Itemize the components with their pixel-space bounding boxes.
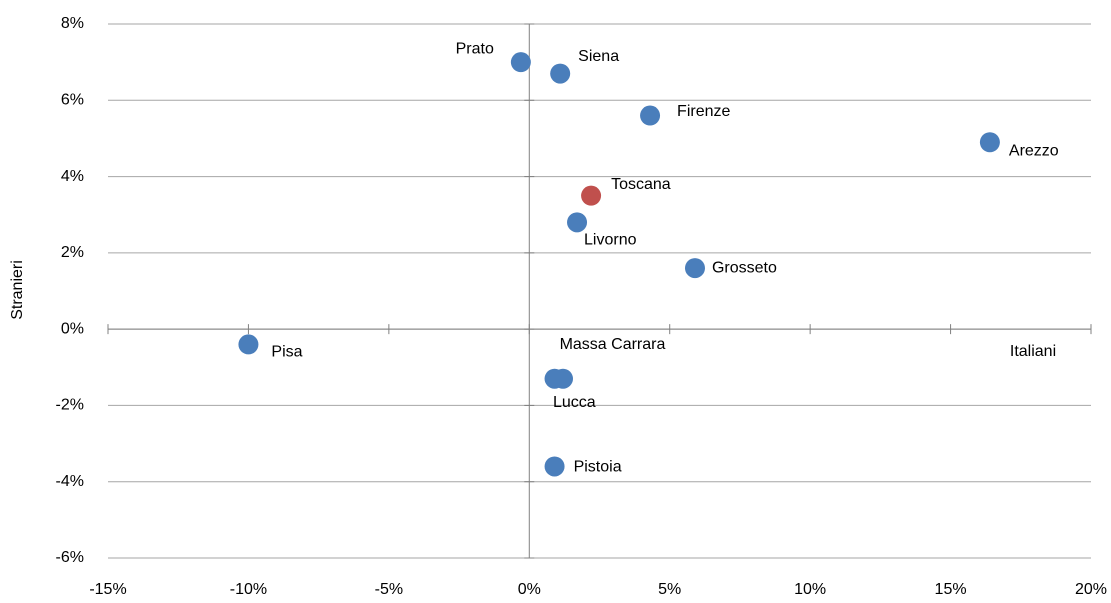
point-label: Siena (578, 48, 619, 65)
y-tick-label: -2% (56, 397, 84, 414)
x-tick-label: 20% (1075, 581, 1107, 598)
point (581, 185, 602, 206)
point-label: Livorno (584, 232, 637, 249)
point-label: Pistoia (574, 459, 622, 476)
x-tick-label: 15% (935, 581, 967, 598)
point (510, 52, 531, 73)
point-label: Massa Carrara (560, 336, 666, 353)
point (640, 105, 661, 126)
y-axis-title: Stranieri (9, 260, 26, 320)
point (552, 368, 573, 389)
y-tick-label: 6% (61, 92, 84, 109)
point (684, 258, 705, 279)
point-label: Arezzo (1009, 142, 1059, 159)
y-tick-label: 2% (61, 244, 84, 261)
point-label: Pisa (271, 344, 302, 361)
point-label: Toscana (611, 176, 671, 193)
point (567, 212, 588, 233)
x-tick-label: -15% (89, 581, 126, 598)
y-tick-label: -4% (56, 473, 84, 490)
x-tick-label: 5% (658, 581, 681, 598)
point-label: Grosseto (712, 259, 777, 276)
point (550, 63, 571, 84)
point (238, 334, 259, 355)
x-tick-label: -5% (375, 581, 403, 598)
x-axis-title: Italiani (1010, 343, 1056, 360)
point-label: Lucca (553, 394, 596, 411)
point (544, 456, 565, 477)
y-tick-label: 8% (61, 15, 84, 32)
x-tick-label: 10% (794, 581, 826, 598)
x-tick-label: 0% (518, 581, 541, 598)
point-label: Firenze (677, 103, 730, 120)
point (979, 132, 1000, 153)
y-tick-label: 0% (61, 320, 84, 337)
y-tick-label: -6% (56, 549, 84, 566)
x-tick-label: -10% (230, 581, 267, 598)
point-label: Prato (456, 40, 494, 57)
y-tick-label: 4% (61, 168, 84, 185)
